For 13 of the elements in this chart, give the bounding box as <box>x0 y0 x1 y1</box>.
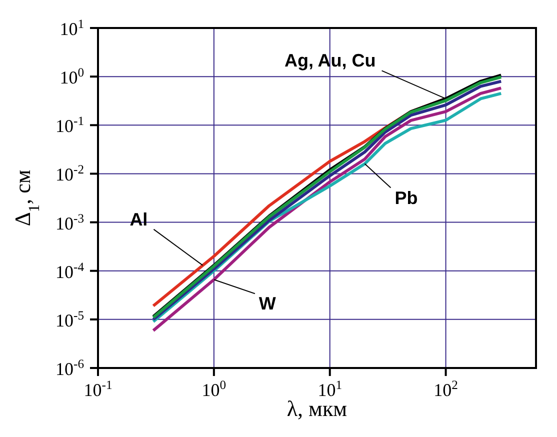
annotation: Pb <box>394 188 418 208</box>
y-tick-label: 10$^{-1}$ <box>56 114 84 136</box>
y-tick-label: 10$^{-6}$ <box>56 357 84 379</box>
y-tick-label: 10$^{1}$ <box>60 17 84 39</box>
annotation: W <box>258 294 276 314</box>
x-tick-label: 10$^{0}$ <box>202 378 226 400</box>
y-tick-label: 10$^{-3}$ <box>56 211 84 234</box>
x-tick-label: 10$^{-1}$ <box>84 378 112 400</box>
y-tick-label: 10$^{-4}$ <box>56 260 85 282</box>
y-tick-label: 10$^{0}$ <box>60 66 84 88</box>
x-tick-label: 10$^{2}$ <box>434 378 458 400</box>
y-tick-label: 10$^{-5}$ <box>56 308 84 330</box>
y-tick-label: 10$^{-2}$ <box>56 162 84 185</box>
